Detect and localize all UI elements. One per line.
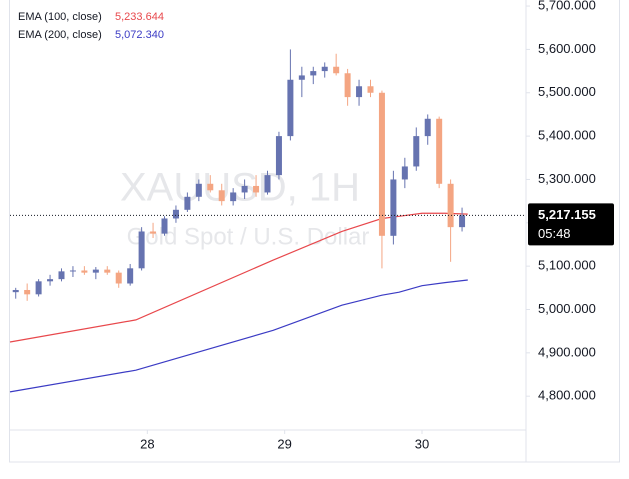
candle-body xyxy=(413,136,420,167)
y-tick-label: 4,800.000 xyxy=(538,388,596,403)
y-tick-label: 5,700.000 xyxy=(538,0,596,13)
legend-name: EMA (200, close) xyxy=(18,29,102,41)
legend-value: 5,233.644 xyxy=(115,11,164,23)
y-tick-label: 5,400.000 xyxy=(538,128,596,143)
watermark-title: XAUUSD, 1H xyxy=(120,166,360,210)
candle-body xyxy=(150,231,157,234)
candle-body xyxy=(69,270,76,272)
x-tick-label: 29 xyxy=(277,436,291,451)
x-tick-label: 30 xyxy=(415,436,429,451)
plot xyxy=(9,49,468,393)
frame xyxy=(9,0,620,463)
candle-body xyxy=(195,183,202,197)
ema-line xyxy=(9,279,468,393)
candle-body xyxy=(161,218,168,234)
candle-body xyxy=(436,118,443,184)
candle-body xyxy=(298,75,305,80)
x-tick-label: 28 xyxy=(140,436,154,451)
candle-body xyxy=(275,136,282,176)
y-tick-label: 5,100.000 xyxy=(538,258,596,273)
candle-body xyxy=(58,271,65,280)
candle-body xyxy=(378,92,385,236)
price-label: 5,217.155 xyxy=(538,207,596,222)
candle-body xyxy=(35,281,42,295)
candle-body xyxy=(390,179,397,236)
candle-body xyxy=(321,66,328,72)
y-tick-label: 5,500.000 xyxy=(538,84,596,99)
candle-body xyxy=(104,269,111,273)
candle-body xyxy=(367,86,374,93)
candle-body xyxy=(127,268,134,284)
candle-body xyxy=(401,166,408,180)
candle-body xyxy=(115,272,122,284)
candle-body xyxy=(218,190,225,202)
candle-body xyxy=(424,118,431,137)
candle-body xyxy=(24,289,31,295)
candle-body xyxy=(253,185,260,193)
y-tick-label: 5,600.000 xyxy=(538,41,596,56)
y-tick-label: 5,300.000 xyxy=(538,171,596,186)
candle-body xyxy=(81,270,88,273)
candle-body xyxy=(230,192,237,202)
y-tick-label: 5,000.000 xyxy=(538,301,596,316)
candle-body xyxy=(241,185,248,193)
price-label-box xyxy=(528,203,614,246)
candle-body xyxy=(287,79,294,137)
candle-body xyxy=(459,215,466,228)
candle-body xyxy=(172,209,179,219)
candle-body xyxy=(447,183,454,228)
candle-body xyxy=(310,71,317,76)
legend-value: 5,072.340 xyxy=(115,29,164,41)
candle-body xyxy=(356,86,363,98)
candle-body xyxy=(344,73,351,98)
candle-body xyxy=(333,66,340,74)
candle-body xyxy=(92,269,99,273)
candle-body xyxy=(12,289,19,293)
y-tick-label: 4,900.000 xyxy=(538,344,596,359)
candle-body xyxy=(138,231,145,269)
candle-body xyxy=(264,175,271,193)
legend-name: EMA (100, close) xyxy=(18,11,102,23)
countdown: 05:48 xyxy=(538,226,571,241)
candle-body xyxy=(47,279,54,282)
candle-body xyxy=(207,183,214,191)
candle-body xyxy=(184,196,191,210)
